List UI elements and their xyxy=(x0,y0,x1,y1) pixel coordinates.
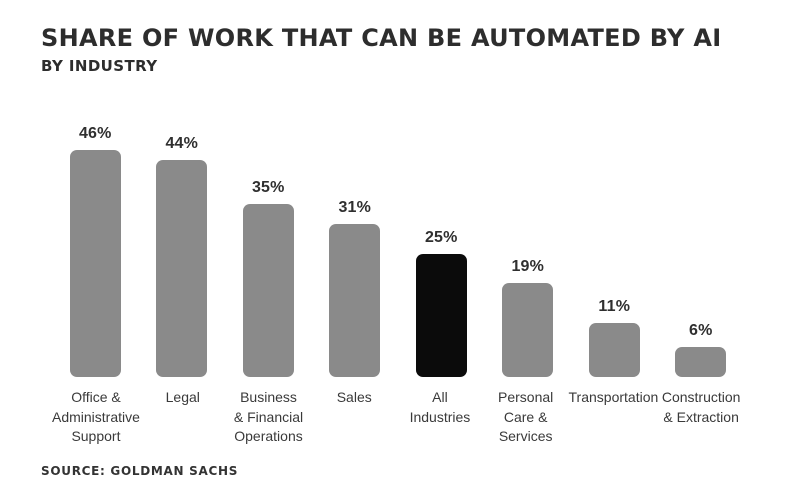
bar-column: 11% xyxy=(571,100,658,377)
bar xyxy=(156,160,208,377)
x-axis-label: Office & Administrative Support xyxy=(52,388,140,447)
x-axis-label-line: Sales xyxy=(336,389,372,405)
x-axis-label: Business & Financial Operations xyxy=(226,388,312,447)
bar-value-label: 44% xyxy=(165,135,199,152)
bar xyxy=(69,150,121,377)
x-axis-label-line: & Extraction xyxy=(663,408,739,425)
x-axis-label-line: Personal xyxy=(498,389,554,405)
x-axis-label-line: Services xyxy=(498,428,553,444)
bar-column: 19% xyxy=(485,100,572,377)
x-axis-label-line: Support xyxy=(71,428,121,444)
bar-column: 25% xyxy=(398,100,485,377)
x-axis-label-line: Care & xyxy=(503,408,548,425)
x-axis-label: Personal Care & Services xyxy=(483,388,569,447)
x-axis-label-line: Construction xyxy=(661,389,741,405)
x-axis-label-line: All xyxy=(432,389,448,405)
bar-column: 44% xyxy=(139,100,226,377)
x-axis-label-line: Industries xyxy=(409,408,471,425)
chart-subtitle: BY INDUSTRY xyxy=(41,57,158,75)
bar-plot-area: 46% 44% 35% 31% 25% 19% 11% 6% xyxy=(52,100,744,377)
bar-value-label: 46% xyxy=(78,125,112,142)
x-axis-label: All Industries xyxy=(397,388,483,447)
x-axis-label-line: Administrative xyxy=(52,408,140,425)
bar xyxy=(675,347,727,377)
bar-value-label: 31% xyxy=(338,199,372,216)
x-axis-label-line: Office & xyxy=(71,389,121,405)
x-axis-label-line: Transportation xyxy=(568,389,659,405)
source-note: SOURCE: GOLDMAN SACHS xyxy=(41,464,239,478)
bar-column: 46% xyxy=(52,100,139,377)
bar-value-label: 35% xyxy=(251,179,285,196)
x-axis-label: Legal xyxy=(140,388,226,447)
x-axis-label-line: Operations xyxy=(234,428,303,444)
bar xyxy=(415,254,467,377)
chart-header: SHARE OF WORK THAT CAN BE AUTOMATED BY A… xyxy=(41,24,721,75)
bar xyxy=(588,323,640,377)
bar-value-label: 19% xyxy=(511,258,545,275)
x-axis-label: Construction & Extraction xyxy=(658,388,744,447)
chart-title: SHARE OF WORK THAT CAN BE AUTOMATED BY A… xyxy=(41,24,722,52)
x-axis-label: Transportation xyxy=(569,388,659,447)
x-axis-labels: Office & Administrative Support Legal Busine… xyxy=(52,388,744,447)
bar-value-label: 11% xyxy=(598,298,631,315)
bar-value-label: 6% xyxy=(688,322,713,339)
x-axis-label-line: Legal xyxy=(165,389,200,405)
bar xyxy=(242,204,294,377)
x-axis-label-line: Business xyxy=(240,389,297,405)
x-axis-label-line: & Financial xyxy=(233,408,304,425)
bar-column: 6% xyxy=(658,100,745,377)
bar-column: 31% xyxy=(312,100,399,377)
bar-value-label: 25% xyxy=(424,229,458,246)
bar xyxy=(502,283,554,377)
bar-column: 35% xyxy=(225,100,312,377)
bar xyxy=(329,224,381,377)
x-axis-label: Sales xyxy=(311,388,397,447)
